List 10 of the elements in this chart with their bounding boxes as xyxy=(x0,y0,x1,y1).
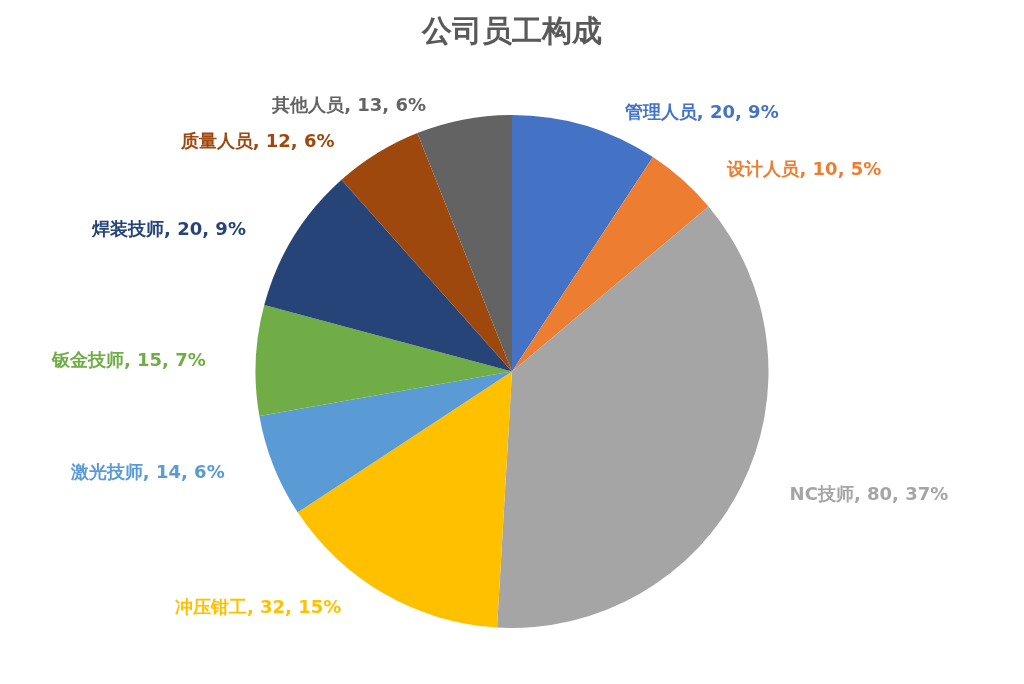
slice-label: NC技师, 80, 37% xyxy=(789,482,949,504)
chart-title: 公司员工构成 xyxy=(421,12,602,48)
slice-label: 冲压钳工, 32, 15% xyxy=(174,596,342,618)
slice-label: 焊装技师, 20, 9% xyxy=(91,218,246,240)
slice-label: 设计人员, 10, 5% xyxy=(726,158,882,180)
slice-label: 质量人员, 12, 6% xyxy=(179,129,335,151)
slice-label: 激光技师, 14, 6% xyxy=(69,461,225,483)
slice-label: 其他人员, 13, 6% xyxy=(271,94,426,116)
slice-label: 管理人员, 20, 9% xyxy=(623,100,779,122)
slice-label: 钣金技师, 15, 7% xyxy=(50,349,206,371)
